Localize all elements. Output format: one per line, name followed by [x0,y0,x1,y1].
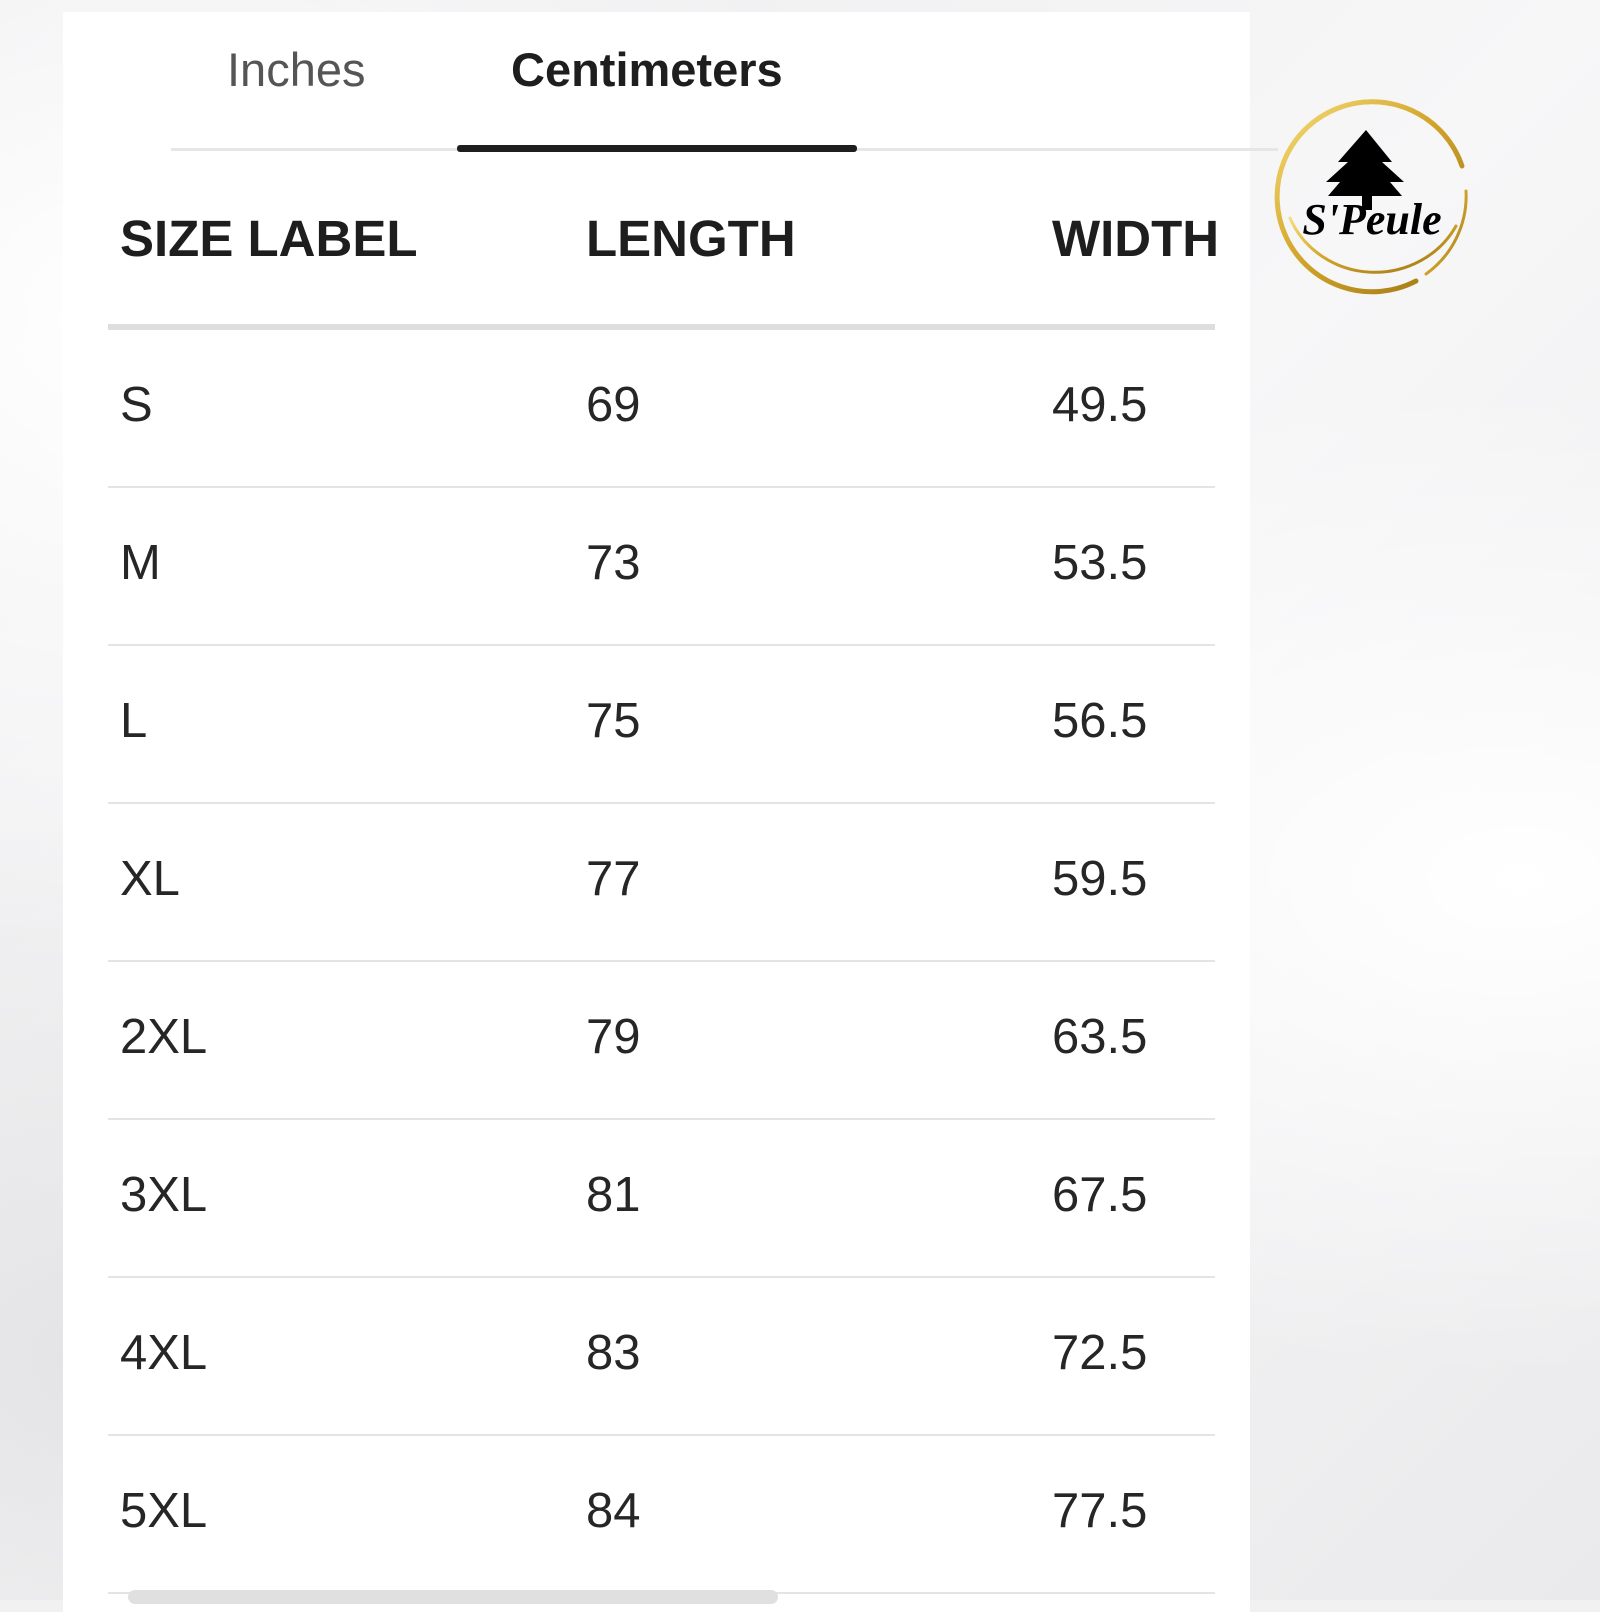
horizontal-scrollbar[interactable] [128,1590,778,1604]
width-cell: 56.5 [1052,694,1148,748]
svg-text:S'Peule: S'Peule [1302,195,1441,244]
header-size-label: SIZE LABEL [120,210,418,267]
size-cell: S [120,378,153,432]
header-length: LENGTH [586,210,796,267]
tab-inches[interactable]: Inches [227,43,366,96]
table-row: L 75 56.5 [108,646,1215,804]
brand-logo: S'Peule [1266,96,1476,298]
size-cell: 3XL [120,1168,208,1222]
length-cell: 77 [586,852,641,906]
length-cell: 75 [586,694,641,748]
table-row: XL 77 59.5 [108,804,1215,962]
size-cell: M [120,536,161,590]
table-header-row: SIZE LABEL LENGTH WIDTH [108,140,1219,330]
table-row: S 69 49.5 [108,330,1215,488]
length-cell: 83 [586,1326,641,1380]
length-cell: 84 [586,1484,641,1538]
table-row: 2XL 79 63.5 [108,962,1215,1120]
tab-centimeters[interactable]: Centimeters [511,43,783,96]
width-cell: 63.5 [1052,1010,1148,1064]
table-row: M 73 53.5 [108,488,1215,646]
size-cell: XL [120,852,180,906]
width-cell: 53.5 [1052,536,1148,590]
length-cell: 81 [586,1168,641,1222]
width-cell: 67.5 [1052,1168,1148,1222]
width-cell: 59.5 [1052,852,1148,906]
table-row: 3XL 81 67.5 [108,1120,1215,1278]
width-cell: 77.5 [1052,1484,1148,1538]
unit-tabs: Inches Centimeters [171,12,1278,152]
header-width: WIDTH [1052,210,1220,267]
table-row: 5XL 84 77.5 [108,1436,1215,1594]
length-cell: 73 [586,536,641,590]
size-chart-panel: Inches Centimeters [63,12,1278,1612]
house-logo-icon: S'Peule [1274,99,1468,295]
length-cell: 69 [586,378,641,432]
size-cell: 5XL [120,1484,208,1538]
size-cell: L [120,694,148,748]
size-table: SIZE LABEL LENGTH WIDTH S 69 49.5 M 73 5… [108,140,1219,1594]
active-tab-indicator [457,145,857,152]
length-cell: 79 [586,1010,641,1064]
width-cell: 49.5 [1052,378,1148,432]
width-cell: 72.5 [1052,1326,1148,1380]
size-cell: 4XL [120,1326,208,1380]
size-cell: 2XL [120,1010,208,1064]
table-row: 4XL 83 72.5 [108,1278,1215,1436]
